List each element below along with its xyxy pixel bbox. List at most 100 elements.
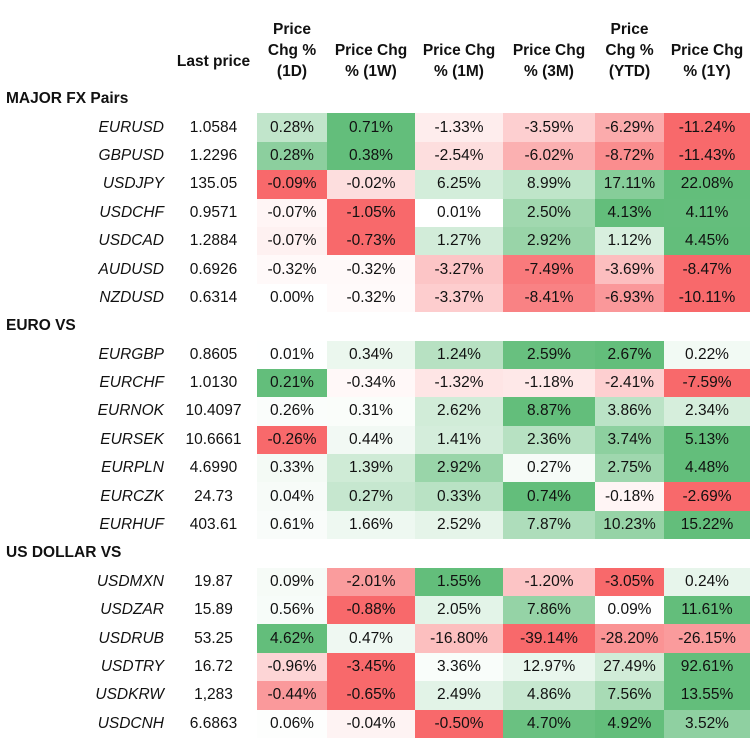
chg-1y-cell: -10.11% [664,283,750,313]
header-chg-1w: Price Chg % (1W) [334,42,408,80]
chg-1m-cell: 1.27% [415,226,503,256]
chg-3m-cell: 12.97% [503,652,595,682]
chg-1y-cell: 22.08% [664,170,750,199]
chg-1y-cell: 5.13% [664,425,750,455]
table-row: EURPLN 4.6990 0.33% 1.39% 2.92% 0.27% 2.75% 4.4… [0,454,750,483]
chg-1m-cell: 2.05% [415,596,503,625]
section-header-row: MAJOR FX Pairs [0,85,750,113]
chg-ytd-cell: -3.69% [595,255,664,284]
pair-name: USDRUB [98,629,164,647]
chg-ytd-cell: 3.74% [595,425,664,455]
chg-1w-cell: -0.73% [327,226,415,256]
pair-name: AUDUSD [98,260,164,278]
chg-3m-cell: 0.74% [503,482,595,511]
table-row: USDZAR 15.89 0.56% -0.88% 2.05% 7.86% 0.09% 11.… [0,596,750,625]
chg-1m-cell: -2.54% [415,141,503,171]
chg-1d-cell: 0.28% [257,113,327,142]
chg-1y-cell: 4.11% [664,198,750,227]
chg-1w-cell: 0.47% [327,624,415,653]
chg-1d-cell: 0.26% [257,397,327,426]
chg-ytd-cell: 4.13% [595,198,664,227]
header-chg-1d: Price Chg % (1D) [267,21,317,80]
chg-1d-cell: 0.56% [257,596,327,625]
table-row: USDMXN 19.87 0.09% -2.01% 1.55% -1.20% -3.05% 0… [0,567,750,597]
table-row: EURHUF 403.61 0.61% 1.66% 2.52% 7.87% 10.23% 15… [0,510,750,540]
chg-1y-cell: -7.59% [664,368,750,398]
chg-3m-cell: 2.92% [503,226,595,256]
chg-1m-cell: 2.52% [415,510,503,540]
header-chg-1m: Price Chg % (1M) [422,42,496,80]
chg-3m-cell: -3.59% [503,113,595,142]
chg-1w-cell: 0.31% [327,397,415,426]
chg-ytd-cell: -6.93% [595,283,664,313]
last-price: 4.6990 [189,459,238,477]
last-price: 0.6314 [189,288,238,306]
chg-1m-cell: 2.62% [415,397,503,426]
chg-1m-cell: 2.49% [415,681,503,710]
table-row: USDTRY 16.72 -0.96% -3.45% 3.36% 12.97% 27.49%… [0,652,750,682]
chg-1d-cell: -0.07% [257,226,327,256]
chg-1y-cell: -8.47% [664,255,750,284]
chg-1w-cell: 0.44% [327,425,415,455]
chg-3m-cell: 8.99% [503,170,595,199]
chg-1w-cell: 0.34% [327,340,415,369]
chg-1m-cell: 0.01% [415,198,503,227]
chg-1m-cell: 3.36% [415,652,503,682]
table-row: EURCZK 24.73 0.04% 0.27% 0.33% 0.74% -0.18% -2.… [0,482,750,511]
chg-1w-cell: 1.39% [327,454,415,483]
chg-ytd-cell: -6.29% [595,113,664,142]
chg-ytd-cell: 0.09% [595,596,664,625]
chg-1m-cell: 6.25% [415,170,503,199]
last-price: 135.05 [189,175,238,193]
chg-1d-cell: -0.07% [257,198,327,227]
chg-1w-cell: -3.45% [327,652,415,682]
chg-3m-cell: 2.50% [503,198,595,227]
pair-name: USDCAD [98,232,164,250]
chg-1m-cell: -3.27% [415,255,503,284]
pair-name: NZDUSD [99,288,164,306]
chg-1y-cell: 4.48% [664,454,750,483]
chg-1d-cell: 4.62% [257,624,327,653]
last-price: 1.0584 [189,118,238,136]
last-price: 24.73 [194,487,233,505]
table-row: EURCHF 1.0130 0.21% -0.34% -1.32% -1.18% -2.41… [0,368,750,398]
chg-3m-cell: -7.49% [503,255,595,284]
section-title: US DOLLAR VS [6,544,122,562]
chg-ytd-cell: 1.12% [595,226,664,256]
chg-3m-cell: 2.36% [503,425,595,455]
chg-1m-cell: -1.32% [415,368,503,398]
chg-1d-cell: 0.00% [257,283,327,313]
chg-1y-cell: 4.45% [664,226,750,256]
chg-1w-cell: -0.32% [327,255,415,284]
last-price: 1.2296 [189,146,238,164]
chg-1w-cell: -0.32% [327,283,415,313]
pair-name: USDMXN [96,572,164,590]
chg-ytd-cell: 27.49% [595,652,664,682]
table-row: EURUSD 1.0584 0.28% 0.71% -1.33% -3.59% -6.29%… [0,113,750,142]
pair-name: EURPLN [101,459,164,477]
chg-3m-cell: -1.20% [503,567,595,597]
pair-name: EURGBP [98,345,164,363]
chg-1d-cell: 0.61% [257,510,327,540]
last-price: 0.6926 [189,260,238,278]
chg-1w-cell: 0.27% [327,482,415,511]
chg-1y-cell: 11.61% [664,596,750,625]
section-header-row: EURO VS [0,312,750,340]
chg-1d-cell: 0.04% [257,482,327,511]
chg-1m-cell: 1.41% [415,425,503,455]
chg-1d-cell: -0.96% [257,652,327,682]
chg-1m-cell: 1.24% [415,340,503,369]
table-row: USDKRW 1,283 -0.44% -0.65% 2.49% 4.86% 7.56% 13… [0,681,750,710]
pair-name: USDTRY [100,658,164,675]
chg-3m-cell: -6.02% [503,141,595,171]
pair-name: EURCZK [100,487,164,505]
pair-name: USDCHF [99,203,164,221]
section-header-row: US DOLLAR VS [0,539,750,567]
chg-1m-cell: -16.80% [415,624,503,653]
chg-ytd-cell: 17.11% [595,170,664,199]
table-row: EURNOK 10.4097 0.26% 0.31% 2.62% 8.87% 3.86% 2.… [0,397,750,426]
table-row: EURSEK 10.6661 -0.26% 0.44% 1.41% 2.36% 3.74% 5… [0,425,750,455]
table-row: GBPUSD 1.2296 0.28% 0.38% -2.54% -6.02% -8.72%… [0,141,750,171]
